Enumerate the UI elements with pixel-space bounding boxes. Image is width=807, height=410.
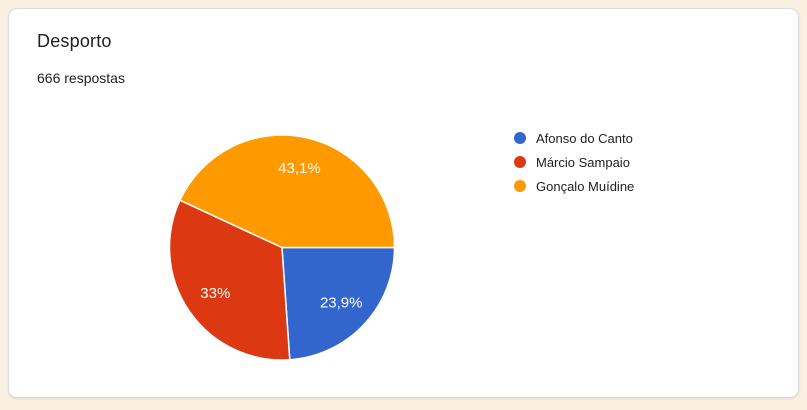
- legend-color-dot: [514, 180, 526, 192]
- pie-slice-percentage-label: 33%: [200, 285, 230, 302]
- pie-slice-percentage-label: 23,9%: [320, 294, 363, 311]
- question-title: Desporto: [37, 31, 112, 51]
- legend-item-marcio-sampaio: Márcio Sampaio: [514, 150, 634, 174]
- pie-chart-svg: 23,9% 33% 43,1%: [168, 134, 396, 361]
- pie-slice-marcio-sampaio[interactable]: [168, 199, 291, 361]
- pie-slice-afonso-do-canto[interactable]: [281, 246, 396, 361]
- pie-slice-percentage-label: 43,1%: [278, 160, 321, 177]
- legend-item-afonso-do-canto: Afonso do Canto: [514, 126, 634, 150]
- legend-item-goncalo-muidine: Gonçalo Muídine: [514, 174, 634, 198]
- legend-label: Gonçalo Muídine: [536, 178, 635, 194]
- summary-card: Desporto 666 respostas 23,9% 33% 43,1% Afo…: [8, 8, 799, 398]
- chart-legend: Afonso do Canto Márcio Sampaio Gonçalo Muí…: [514, 126, 634, 198]
- pie-slice-goncalo-muidine[interactable]: [179, 134, 396, 249]
- legend-label: Márcio Sampaio: [536, 154, 630, 170]
- response-count: 666 respostas: [37, 70, 125, 86]
- legend-color-dot: [514, 132, 526, 144]
- legend-label: Afonso do Canto: [536, 130, 633, 146]
- legend-color-dot: [514, 156, 526, 168]
